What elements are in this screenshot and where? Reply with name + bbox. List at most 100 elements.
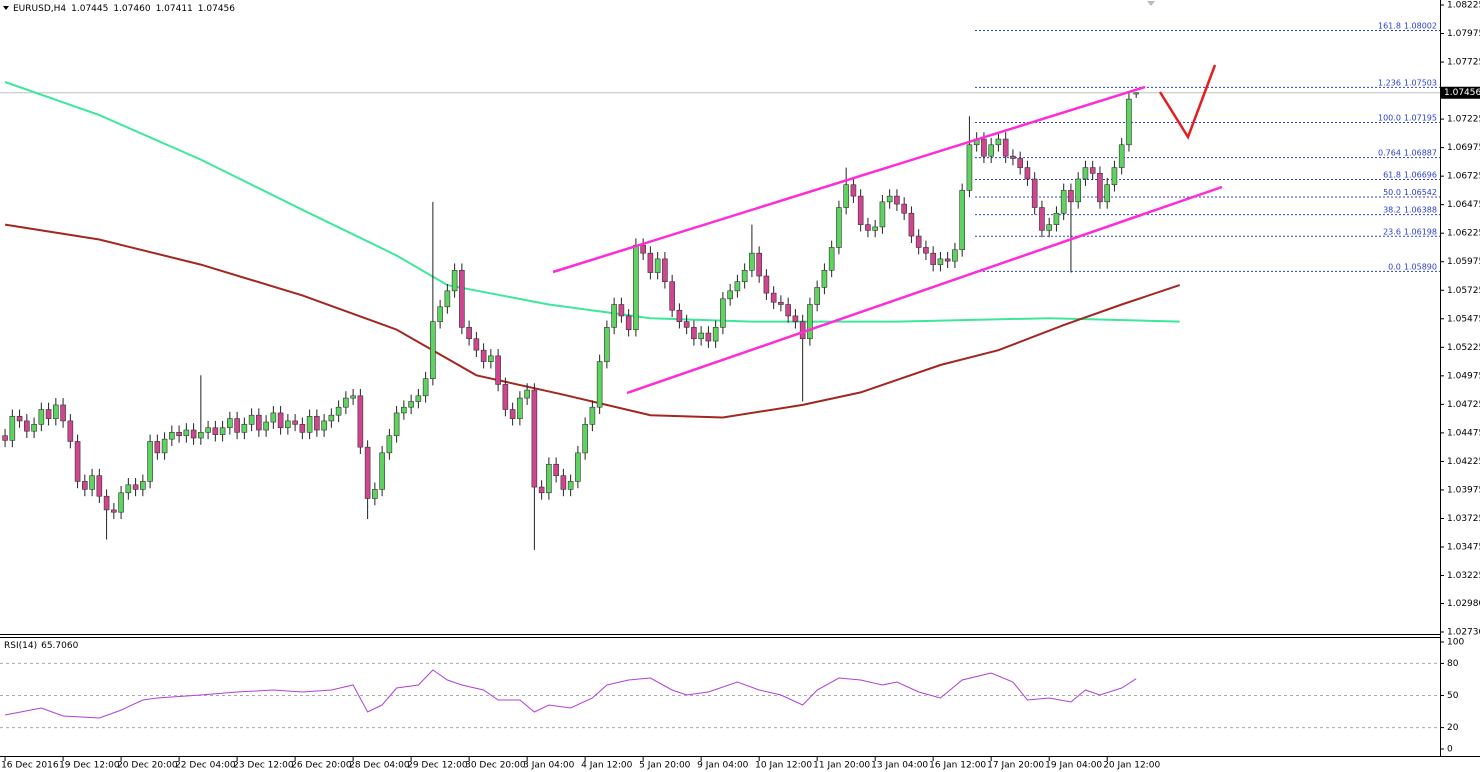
candle-body <box>270 412 277 423</box>
candle-body <box>473 338 480 351</box>
candle-body <box>74 441 81 482</box>
candle-body <box>386 435 393 454</box>
candle-body <box>1046 224 1052 231</box>
header-value: 1.07460 <box>113 4 150 14</box>
candle-body <box>814 287 820 305</box>
candle-body <box>865 224 871 231</box>
candle-body <box>792 315 799 322</box>
candle-body <box>256 414 262 431</box>
candle-body <box>1126 98 1132 146</box>
candle-body <box>1111 167 1118 186</box>
candle-body <box>140 481 146 490</box>
candle-body <box>169 432 175 440</box>
candle-body <box>1002 138 1009 157</box>
candles <box>2 92 1139 550</box>
candle-body <box>727 290 733 300</box>
candle-body <box>720 298 726 328</box>
rsi-title: RSI(14) 65.7060 <box>4 641 79 651</box>
x-tick-label: 23 Dec 12:00 <box>233 761 294 771</box>
rsi-tick-label: 0 <box>1447 745 1453 755</box>
fib-price-label: 1.06696 <box>1404 170 1437 179</box>
candle-body <box>1075 178 1081 203</box>
candle-body <box>1104 184 1110 203</box>
x-tick-label: 16 Jan 12:00 <box>929 761 986 771</box>
candle-body <box>205 427 211 433</box>
candle-body <box>625 315 632 330</box>
candle-body <box>857 195 864 225</box>
candle-body <box>118 492 124 513</box>
candle-body <box>763 275 770 294</box>
y-tick-label: 1.06475 <box>1447 200 1480 210</box>
candle-body <box>38 409 45 425</box>
y-tick-label: 1.07975 <box>1447 29 1480 39</box>
x-tick-label: 19 Jan 04:00 <box>1045 761 1102 771</box>
y-tick-label: 1.03225 <box>1447 571 1480 581</box>
last-price: 1.07456 <box>1441 86 1480 99</box>
fib-price-label: 1.06542 <box>1404 188 1437 197</box>
x-tick-label: 28 Dec 04:00 <box>349 761 410 771</box>
candle-body <box>2 435 8 441</box>
fib-price-label: 1.05890 <box>1404 262 1437 271</box>
candle-body <box>785 304 791 317</box>
candle-body <box>821 269 828 288</box>
candle-body <box>683 321 690 328</box>
candle-body <box>154 441 161 454</box>
candle-body <box>770 292 777 303</box>
candle-body <box>82 481 88 490</box>
candle-body <box>553 463 559 476</box>
candle-body <box>647 252 654 273</box>
y-tick-label: 1.04475 <box>1447 428 1480 438</box>
fib-label: 0.764 1.06887 <box>1378 148 1437 157</box>
candle-body <box>966 144 973 191</box>
candle-body <box>850 184 857 197</box>
candle-body <box>161 438 168 454</box>
candle-body <box>1031 178 1038 208</box>
candle-body <box>901 203 907 214</box>
x-tick-label: 30 Dec 20:00 <box>465 761 526 771</box>
candle-body <box>451 269 458 292</box>
x-tick-label: 29 Dec 12:00 <box>407 761 468 771</box>
candle-body <box>567 481 574 490</box>
candle-body <box>372 489 378 499</box>
candle-body <box>1010 155 1016 159</box>
candle-body <box>393 412 400 437</box>
candle-body <box>466 327 472 340</box>
candle-body <box>306 416 313 433</box>
candle-body <box>756 252 762 277</box>
candle-body <box>1082 167 1089 180</box>
y-tick-label: 1.04725 <box>1447 400 1480 410</box>
rsi-tick-label: 20 <box>1447 723 1459 733</box>
candle-body <box>1133 92 1139 95</box>
candle-body <box>190 429 197 439</box>
candle-body <box>299 424 306 433</box>
candle-body <box>495 355 501 385</box>
moving-average <box>4 223 1181 419</box>
channel-upper <box>552 85 1146 274</box>
candle-body <box>415 395 422 402</box>
candle-body <box>560 475 567 490</box>
rsi-name: RSI(14) <box>4 641 37 651</box>
fib-level-label: 61.8 <box>1383 170 1401 179</box>
candle-body <box>285 420 291 429</box>
moving-averages <box>4 81 1181 419</box>
candle-body <box>538 486 545 494</box>
y-tick-label: 1.05725 <box>1447 286 1480 296</box>
header-value: 1.07456 <box>198 4 235 14</box>
fib-price-label: 1.06887 <box>1404 148 1437 157</box>
fib-label: 0.0 1.05890 <box>1388 262 1437 271</box>
candle-body <box>843 184 849 208</box>
candle-body <box>401 406 407 414</box>
candle-body <box>886 195 893 203</box>
candle-body <box>60 404 66 422</box>
candle-body <box>872 226 878 231</box>
candle-body <box>9 416 16 441</box>
candle-body <box>212 427 219 435</box>
candle-body <box>328 414 335 422</box>
y-tick-label: 1.04975 <box>1447 371 1480 381</box>
fib-level-label: 23.6 <box>1383 227 1401 236</box>
x-tick-label: 19 Dec 12:00 <box>59 761 120 771</box>
candle-body <box>444 290 451 308</box>
symbol: EURUSD,H4 <box>13 4 66 14</box>
